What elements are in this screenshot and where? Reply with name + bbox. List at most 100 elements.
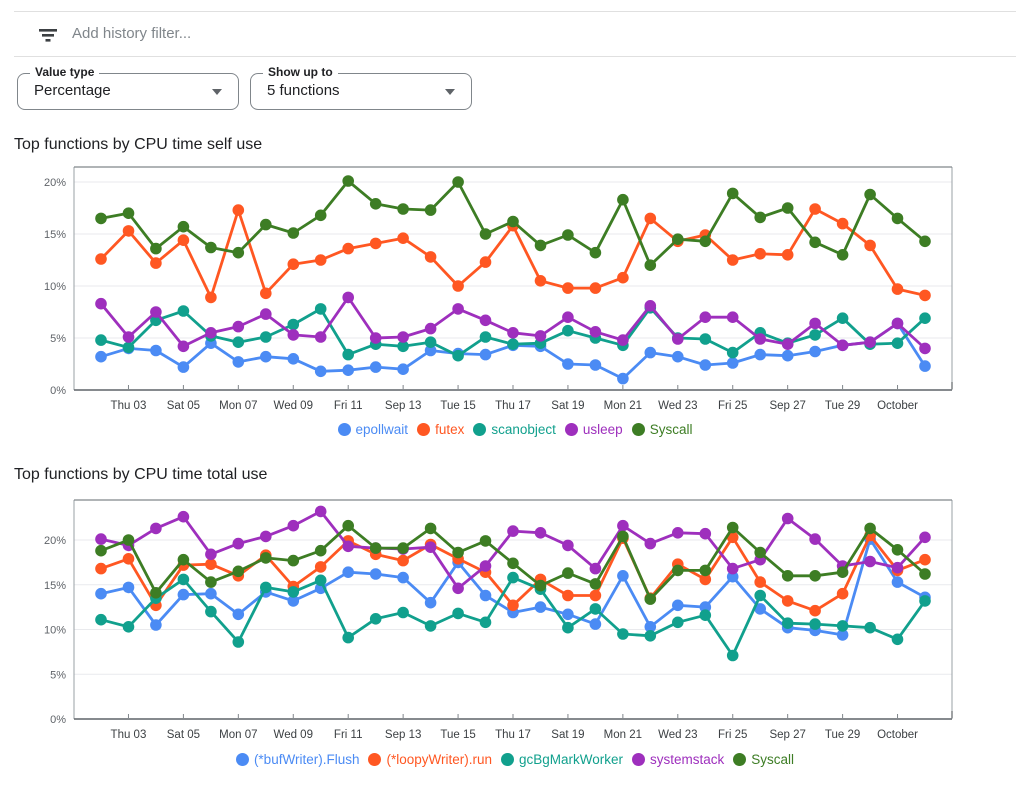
- data-point[interactable]: [95, 297, 107, 310]
- data-point[interactable]: [781, 202, 794, 214]
- value-type-select[interactable]: Value type Percentage: [17, 65, 239, 110]
- data-point[interactable]: [452, 349, 464, 362]
- data-point[interactable]: [369, 237, 382, 250]
- data-point[interactable]: [644, 537, 657, 550]
- data-point[interactable]: [726, 357, 739, 369]
- data-point[interactable]: [644, 259, 657, 271]
- data-point[interactable]: [672, 564, 684, 577]
- legend-item[interactable]: scanobject: [473, 422, 556, 437]
- data-point[interactable]: [809, 618, 821, 630]
- data-point[interactable]: [287, 554, 300, 567]
- data-point[interactable]: [314, 365, 327, 378]
- data-point[interactable]: [205, 548, 217, 561]
- data-point[interactable]: [562, 282, 574, 294]
- data-point[interactable]: [369, 568, 382, 580]
- data-point[interactable]: [589, 589, 602, 602]
- data-point[interactable]: [260, 530, 272, 543]
- data-point[interactable]: [287, 519, 300, 532]
- data-point[interactable]: [177, 553, 190, 566]
- data-point[interactable]: [232, 204, 245, 216]
- data-point[interactable]: [424, 336, 437, 348]
- data-point[interactable]: [177, 220, 190, 233]
- legend-item[interactable]: futex: [417, 422, 464, 437]
- data-point[interactable]: [836, 312, 849, 324]
- data-point[interactable]: [314, 561, 327, 573]
- data-point[interactable]: [644, 346, 657, 359]
- legend-item[interactable]: (*loopyWriter).run: [368, 752, 492, 767]
- data-point[interactable]: [781, 595, 794, 607]
- data-point[interactable]: [919, 595, 931, 607]
- data-point[interactable]: [122, 225, 135, 237]
- data-point[interactable]: [891, 317, 904, 330]
- data-point[interactable]: [891, 544, 904, 556]
- data-point[interactable]: [424, 344, 437, 357]
- data-point[interactable]: [205, 587, 217, 600]
- data-point[interactable]: [150, 522, 162, 535]
- data-point[interactable]: [479, 560, 492, 572]
- data-point[interactable]: [726, 187, 739, 200]
- data-point[interactable]: [479, 314, 492, 327]
- data-point[interactable]: [507, 557, 519, 570]
- data-point[interactable]: [287, 318, 300, 331]
- data-point[interactable]: [397, 340, 409, 353]
- data-point[interactable]: [95, 334, 107, 346]
- data-point[interactable]: [150, 306, 162, 318]
- data-point[interactable]: [919, 531, 931, 544]
- data-point[interactable]: [644, 593, 657, 605]
- data-point[interactable]: [617, 570, 629, 582]
- data-point[interactable]: [726, 649, 739, 662]
- data-point[interactable]: [397, 203, 409, 215]
- data-point[interactable]: [562, 608, 574, 621]
- data-point[interactable]: [232, 565, 245, 578]
- data-point[interactable]: [507, 327, 519, 339]
- data-point[interactable]: [232, 537, 245, 550]
- data-point[interactable]: [452, 176, 464, 188]
- data-point[interactable]: [95, 562, 107, 575]
- data-point[interactable]: [479, 616, 492, 629]
- data-point[interactable]: [864, 621, 876, 634]
- data-point[interactable]: [836, 339, 849, 352]
- data-point[interactable]: [479, 535, 492, 547]
- data-point[interactable]: [836, 217, 849, 230]
- data-point[interactable]: [589, 246, 602, 259]
- data-point[interactable]: [95, 212, 107, 225]
- data-point[interactable]: [534, 579, 547, 592]
- data-point[interactable]: [177, 234, 190, 246]
- data-point[interactable]: [864, 239, 876, 252]
- data-point[interactable]: [726, 346, 739, 359]
- data-point[interactable]: [260, 350, 272, 363]
- data-point[interactable]: [314, 209, 327, 222]
- data-point[interactable]: [891, 337, 904, 349]
- data-point[interactable]: [205, 241, 217, 254]
- data-point[interactable]: [150, 587, 162, 599]
- data-point[interactable]: [699, 609, 712, 621]
- legend-item[interactable]: Syscall: [733, 752, 794, 767]
- data-point[interactable]: [562, 358, 574, 370]
- data-point[interactable]: [781, 349, 794, 362]
- data-point[interactable]: [781, 512, 794, 525]
- data-point[interactable]: [479, 256, 492, 268]
- data-point[interactable]: [644, 630, 657, 642]
- legend-item[interactable]: epollwait: [337, 422, 408, 437]
- data-point[interactable]: [589, 326, 602, 338]
- data-point[interactable]: [205, 291, 217, 304]
- data-point[interactable]: [260, 581, 272, 594]
- data-point[interactable]: [754, 603, 766, 615]
- data-point[interactable]: [314, 331, 327, 343]
- data-point[interactable]: [919, 553, 931, 566]
- data-point[interactable]: [617, 193, 629, 206]
- data-point[interactable]: [754, 248, 766, 260]
- data-point[interactable]: [617, 519, 629, 532]
- data-point[interactable]: [232, 636, 245, 648]
- data-point[interactable]: [122, 207, 135, 219]
- data-point[interactable]: [369, 332, 382, 344]
- data-point[interactable]: [534, 275, 547, 287]
- data-point[interactable]: [726, 562, 739, 575]
- data-point[interactable]: [479, 589, 492, 602]
- data-point[interactable]: [589, 282, 602, 294]
- data-point[interactable]: [864, 336, 876, 348]
- data-point[interactable]: [534, 239, 547, 252]
- data-point[interactable]: [342, 242, 355, 255]
- data-point[interactable]: [891, 561, 904, 574]
- data-point[interactable]: [919, 342, 931, 355]
